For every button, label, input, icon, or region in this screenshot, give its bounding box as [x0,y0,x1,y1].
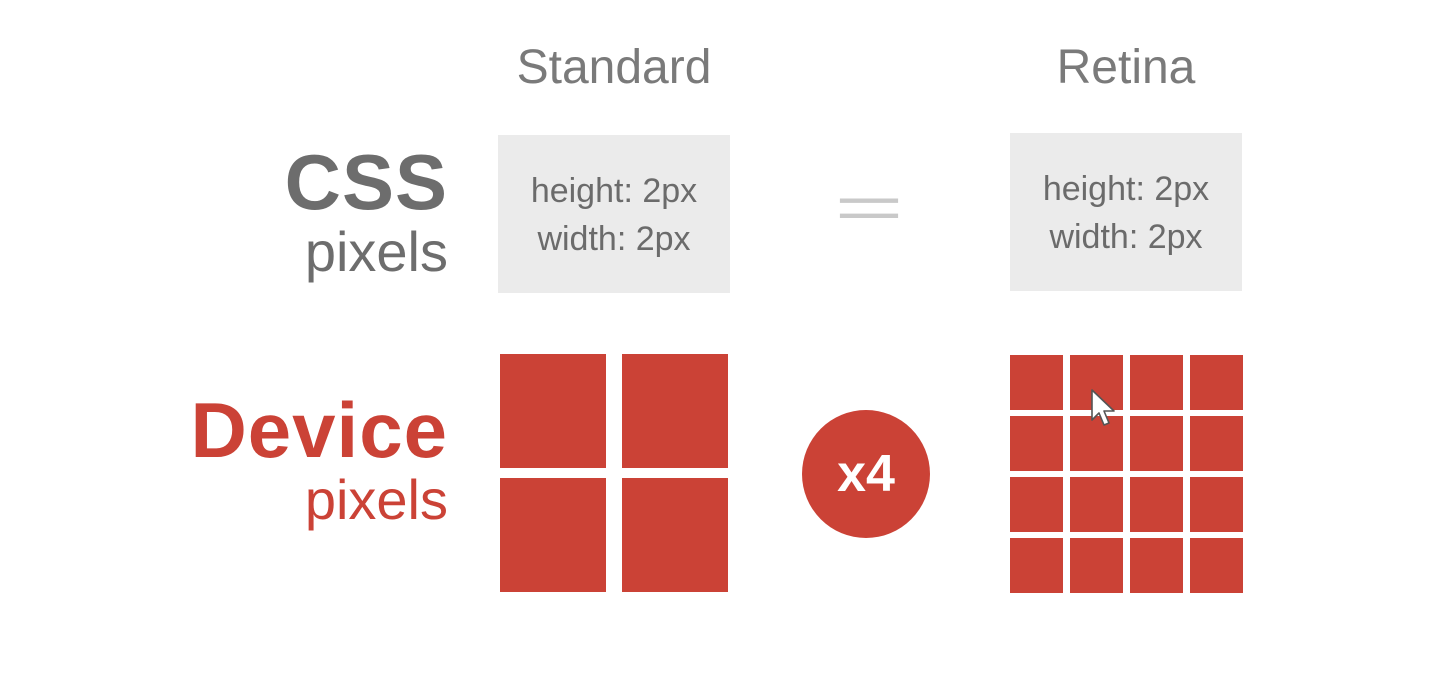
css-pixels-label: CSS pixels [285,140,448,280]
device-pixel [1190,416,1243,471]
multiplier-badge: x4 [802,410,930,538]
device-pixel [500,354,606,468]
standard-device-pixel-grid [500,354,728,592]
device-pixel [1190,538,1243,593]
device-pixel [1010,477,1063,532]
device-pixel [1130,355,1183,410]
standard-width-text: width: 2px [537,220,691,258]
device-pixel [1010,538,1063,593]
device-pixel [500,478,606,592]
retina-css-box: height: 2px width: 2px [1010,133,1242,291]
device-pixel [1010,355,1063,410]
device-pixel [1010,416,1063,471]
device-pixel [622,478,728,592]
standard-column-title: Standard [516,41,712,94]
device-pixel [1130,416,1183,471]
device-pixel [1070,416,1123,471]
device-pixel [1070,477,1123,532]
css-label-title: CSS [284,138,448,226]
standard-height-text: height: 2px [530,172,698,210]
device-label-subtitle: pixels [304,468,448,531]
device-pixel [1130,538,1183,593]
device-pixel [1190,477,1243,532]
standard-css-box: height: 2px width: 2px [498,135,730,293]
equals-symbol: == [836,174,901,241]
retina-width-text: width: 2px [1049,218,1203,256]
device-pixels-label: Device pixels [190,388,448,528]
device-pixel [1190,355,1243,410]
device-pixel [1130,477,1183,532]
css-label-subtitle: pixels [304,220,448,283]
device-label-title: Device [190,386,448,474]
device-pixel [1070,538,1123,593]
retina-height-text: height: 2px [1042,170,1210,208]
device-pixel [622,354,728,468]
mouse-cursor-icon [1091,389,1115,426]
retina-device-pixel-grid [1010,355,1244,593]
retina-column-title: Retina [1056,41,1196,94]
